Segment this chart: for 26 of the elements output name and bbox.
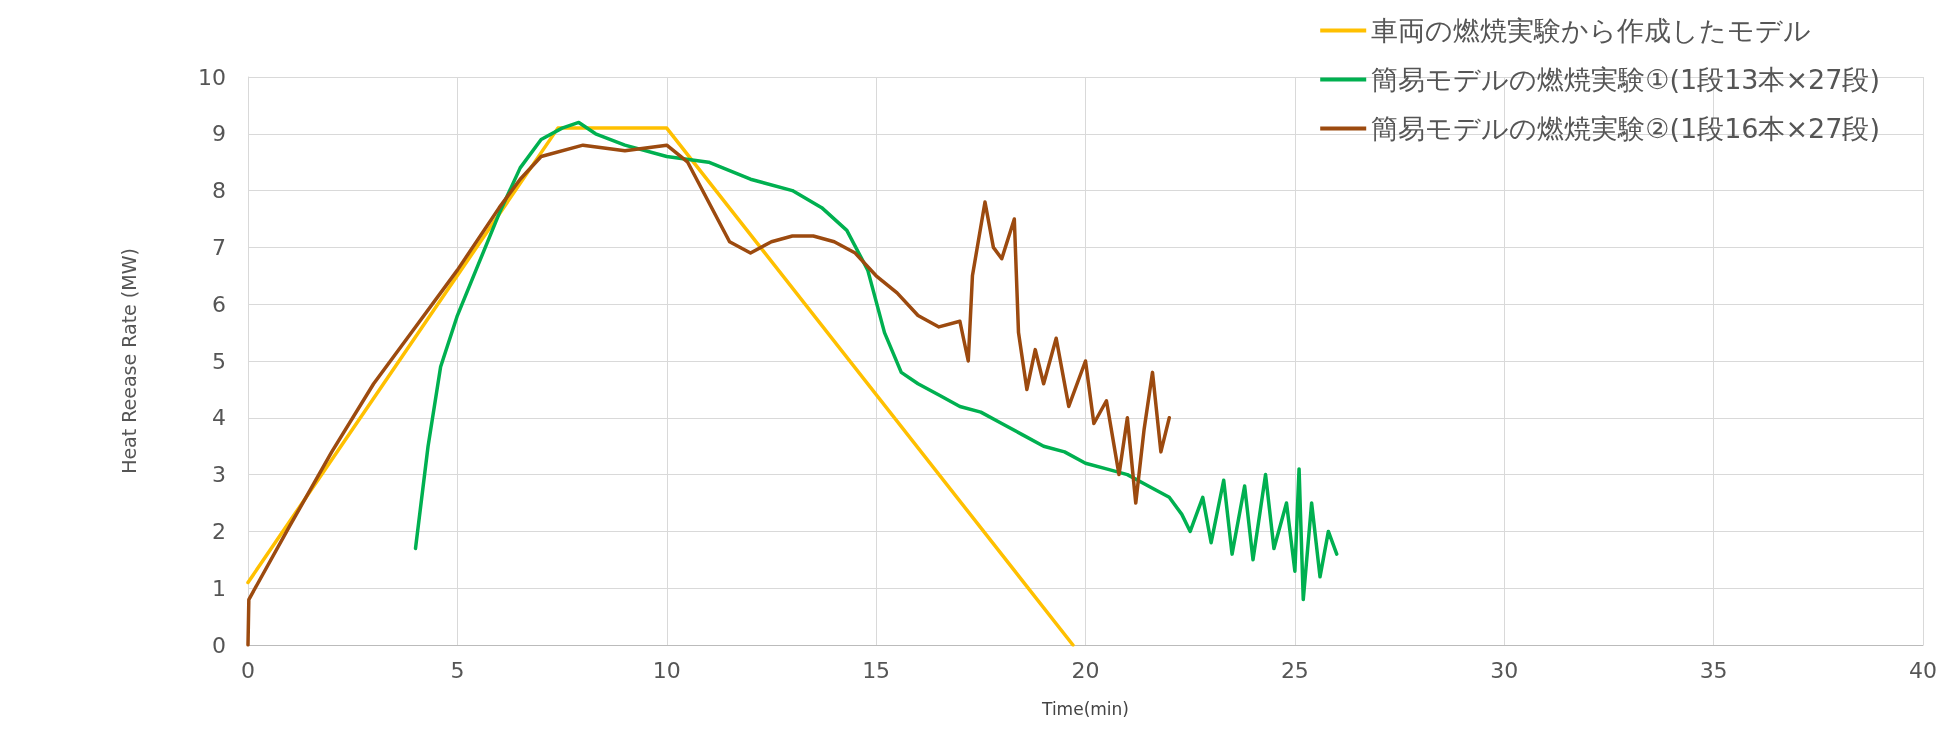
x-tick-label: 15 bbox=[862, 657, 891, 683]
x-tick-label: 20 bbox=[1071, 657, 1100, 683]
x-tick-label: 25 bbox=[1280, 657, 1309, 683]
x-tick-label: 5 bbox=[450, 657, 465, 683]
x-axis-title: Time(min) bbox=[1041, 698, 1129, 719]
y-tick-label: 3 bbox=[212, 462, 226, 488]
y-tick-label: 4 bbox=[212, 405, 226, 431]
y-tick-label: 8 bbox=[212, 178, 226, 204]
legend-label: 簡易モデルの燃焼実験①(1段13本×27段) bbox=[1371, 64, 1881, 95]
y-tick-label: 7 bbox=[212, 234, 226, 260]
x-tick-label: 0 bbox=[241, 657, 255, 683]
x-tick-label: 35 bbox=[1699, 657, 1728, 683]
y-tick-label: 10 bbox=[198, 64, 226, 90]
legend-label: 簡易モデルの燃焼実験②(1段16本×27段) bbox=[1371, 113, 1881, 144]
y-tick-label: 9 bbox=[212, 121, 226, 147]
x-tick-label: 30 bbox=[1490, 657, 1519, 683]
line-series bbox=[413, 120, 1339, 602]
y-tick-label: 1 bbox=[212, 575, 226, 601]
y-tick-label: 0 bbox=[212, 632, 226, 658]
y-tick-label: 6 bbox=[212, 291, 226, 317]
legend-label: 車両の燃焼実験から作成したモデル bbox=[1371, 15, 1812, 46]
y-tick-label: 2 bbox=[212, 518, 226, 544]
x-tick-label: 40 bbox=[1909, 657, 1937, 683]
y-axis-title: Heat Reease Rate (MW) bbox=[117, 248, 140, 474]
x-tick-label: 10 bbox=[652, 657, 681, 683]
y-tick-label: 5 bbox=[212, 348, 226, 374]
